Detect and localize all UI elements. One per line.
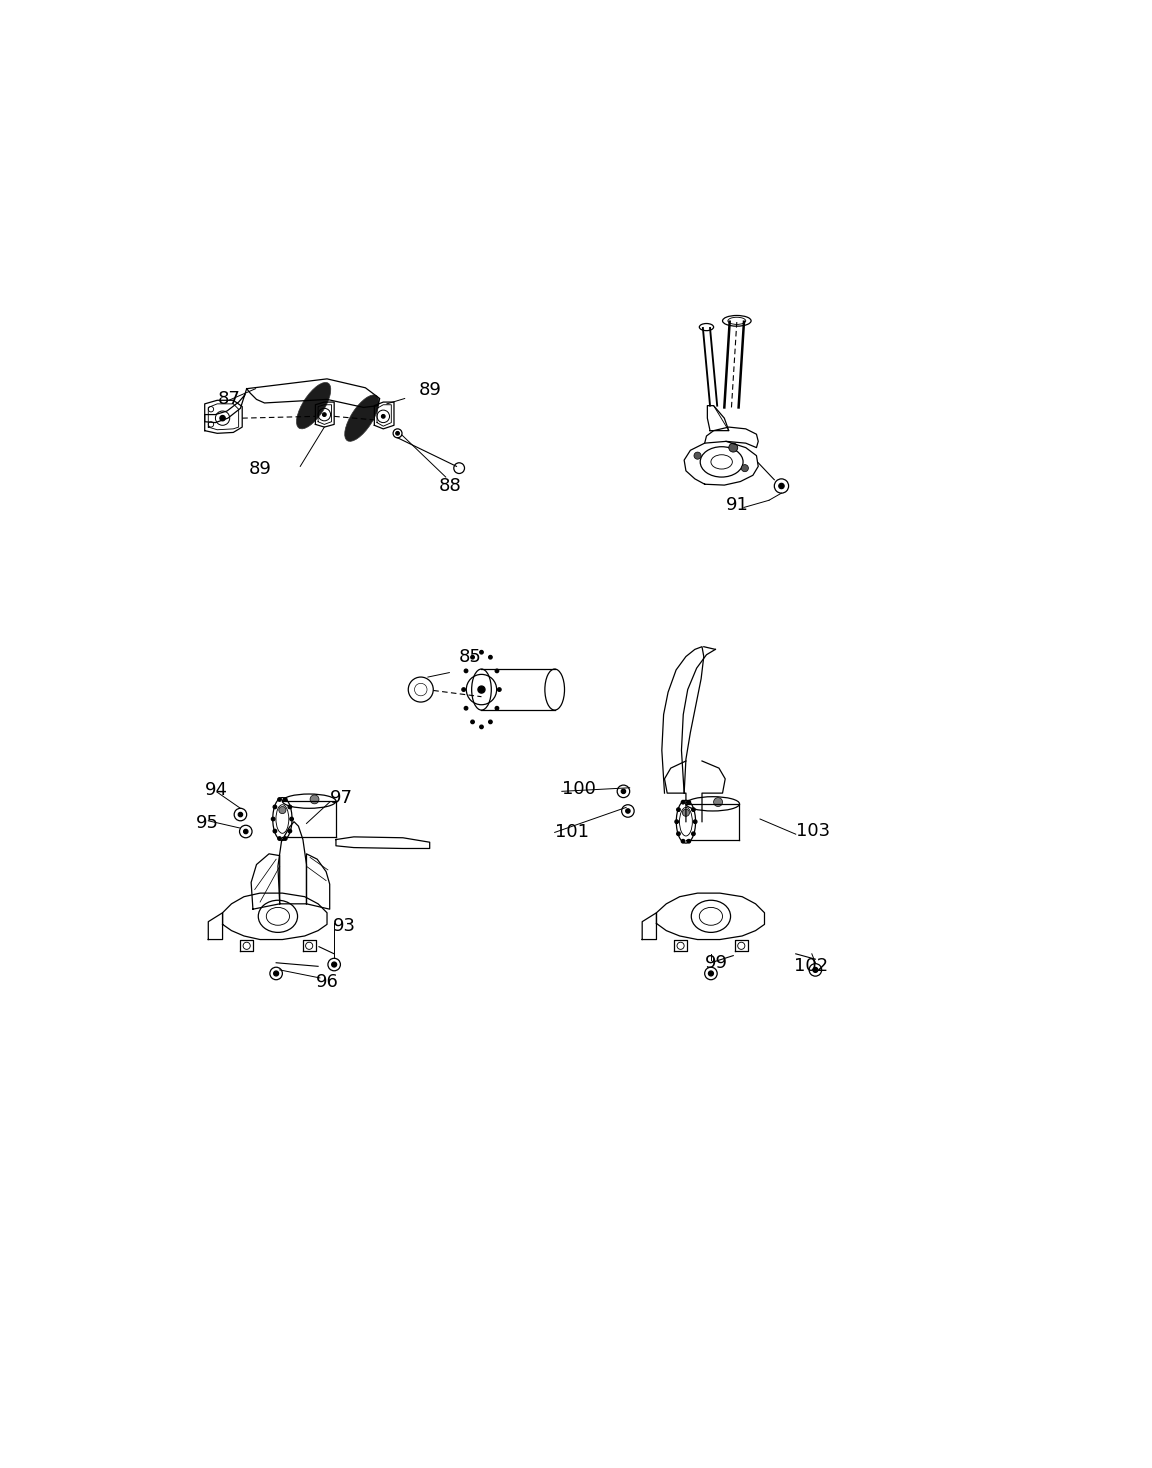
Text: 100: 100: [562, 780, 596, 797]
Circle shape: [621, 790, 626, 794]
Text: 102: 102: [794, 957, 828, 975]
Circle shape: [464, 669, 468, 672]
Circle shape: [274, 970, 279, 976]
Text: 96: 96: [316, 973, 339, 991]
Circle shape: [681, 840, 684, 843]
Circle shape: [687, 840, 690, 843]
Circle shape: [283, 797, 287, 802]
Circle shape: [488, 655, 492, 659]
Text: 95: 95: [196, 815, 219, 832]
Circle shape: [273, 804, 276, 809]
Text: 103: 103: [796, 822, 829, 840]
Text: 101: 101: [555, 824, 589, 841]
Circle shape: [464, 706, 468, 711]
Circle shape: [283, 837, 287, 840]
Ellipse shape: [296, 383, 331, 429]
Text: 99: 99: [705, 954, 728, 972]
Circle shape: [495, 706, 499, 711]
Circle shape: [675, 821, 679, 824]
Circle shape: [290, 818, 294, 821]
Circle shape: [488, 721, 492, 724]
Text: 88: 88: [439, 477, 461, 495]
Circle shape: [462, 688, 465, 691]
Circle shape: [498, 688, 501, 691]
Circle shape: [681, 800, 684, 804]
Text: 93: 93: [333, 918, 356, 935]
Text: 97: 97: [329, 788, 353, 806]
Circle shape: [310, 794, 319, 804]
Text: 94: 94: [205, 781, 228, 799]
Circle shape: [495, 669, 499, 672]
Circle shape: [220, 415, 226, 421]
Circle shape: [687, 800, 690, 804]
Circle shape: [273, 829, 276, 832]
Circle shape: [682, 809, 690, 816]
Circle shape: [479, 725, 483, 728]
Circle shape: [381, 414, 385, 418]
Circle shape: [694, 452, 702, 459]
Circle shape: [779, 483, 785, 489]
Text: 89: 89: [249, 459, 272, 479]
Text: 87: 87: [218, 390, 241, 408]
Circle shape: [323, 413, 326, 417]
Ellipse shape: [344, 395, 379, 442]
Text: 89: 89: [419, 382, 442, 399]
Circle shape: [288, 829, 291, 832]
Circle shape: [741, 464, 749, 471]
Circle shape: [691, 832, 695, 835]
Circle shape: [729, 443, 737, 452]
Circle shape: [713, 797, 722, 806]
Circle shape: [694, 821, 697, 824]
Circle shape: [479, 650, 483, 655]
Circle shape: [396, 432, 400, 435]
Circle shape: [288, 804, 291, 809]
Circle shape: [691, 807, 695, 812]
Circle shape: [676, 832, 680, 835]
Circle shape: [332, 962, 336, 967]
Circle shape: [471, 721, 475, 724]
Circle shape: [471, 655, 475, 659]
Circle shape: [813, 967, 818, 972]
Circle shape: [278, 797, 281, 802]
Text: 91: 91: [726, 496, 749, 514]
Circle shape: [626, 809, 630, 813]
Circle shape: [478, 686, 485, 693]
Circle shape: [676, 807, 680, 812]
Circle shape: [238, 812, 243, 816]
Circle shape: [243, 829, 248, 834]
Circle shape: [278, 837, 281, 840]
Circle shape: [708, 970, 713, 976]
Circle shape: [272, 818, 275, 821]
Text: 85: 85: [458, 647, 482, 665]
Circle shape: [279, 806, 286, 813]
